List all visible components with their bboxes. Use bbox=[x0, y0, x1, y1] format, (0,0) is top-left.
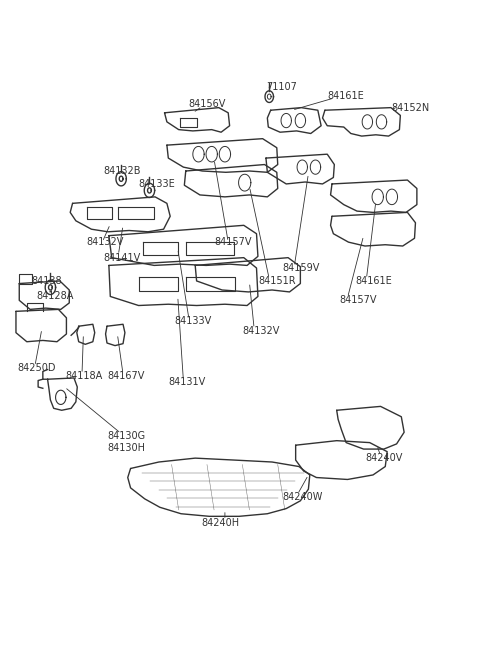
Text: 71107: 71107 bbox=[266, 82, 297, 92]
Text: 84240V: 84240V bbox=[365, 453, 402, 463]
Text: 84167V: 84167V bbox=[107, 371, 144, 381]
Text: 84250D: 84250D bbox=[17, 363, 56, 373]
Text: 84161E: 84161E bbox=[327, 91, 364, 101]
Text: 84151R: 84151R bbox=[259, 276, 297, 286]
Text: 84138: 84138 bbox=[32, 276, 62, 286]
Text: 84133V: 84133V bbox=[174, 316, 211, 326]
Text: 84131V: 84131V bbox=[168, 377, 205, 388]
Text: 84141V: 84141V bbox=[103, 253, 141, 263]
Text: 84132B: 84132B bbox=[103, 166, 141, 176]
Text: 84156V: 84156V bbox=[188, 100, 226, 109]
Text: 84161E: 84161E bbox=[356, 276, 392, 286]
Text: 84157V: 84157V bbox=[339, 295, 376, 305]
Text: 84130H: 84130H bbox=[107, 443, 145, 453]
Text: 84152N: 84152N bbox=[391, 103, 429, 113]
Text: 84157V: 84157V bbox=[214, 237, 252, 247]
Text: 84159V: 84159V bbox=[282, 263, 320, 273]
Text: 84132V: 84132V bbox=[87, 237, 124, 247]
Text: 84130G: 84130G bbox=[107, 431, 145, 441]
Text: 84128A: 84128A bbox=[36, 291, 73, 301]
Text: 84132V: 84132V bbox=[242, 326, 280, 336]
Text: 84118A: 84118A bbox=[65, 371, 103, 381]
Text: 84240H: 84240H bbox=[201, 518, 240, 528]
Text: 84240W: 84240W bbox=[282, 492, 323, 502]
Text: 84133E: 84133E bbox=[139, 179, 175, 189]
